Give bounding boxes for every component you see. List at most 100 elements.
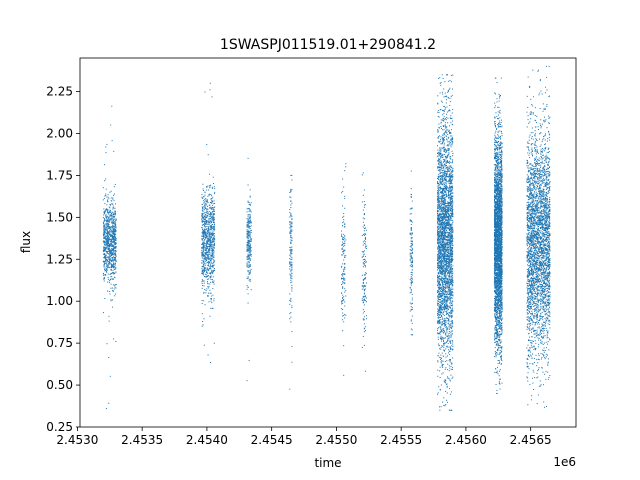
data-point — [444, 298, 446, 300]
data-point — [444, 131, 446, 133]
data-point — [448, 231, 450, 233]
data-point — [447, 256, 449, 258]
data-point — [114, 259, 116, 261]
data-point — [450, 241, 452, 243]
data-point — [448, 263, 450, 265]
data-point — [342, 254, 344, 256]
data-point — [106, 233, 108, 235]
data-point — [437, 299, 439, 301]
data-point — [107, 228, 109, 230]
data-point — [204, 91, 206, 93]
data-point — [450, 348, 452, 350]
data-point — [442, 251, 444, 253]
data-point — [437, 361, 439, 363]
data-point — [202, 292, 204, 294]
data-point — [212, 266, 214, 268]
data-point — [451, 230, 453, 232]
data-point — [409, 258, 411, 260]
data-point — [441, 218, 443, 220]
data-point — [107, 227, 109, 229]
data-point — [363, 206, 365, 208]
data-point — [447, 236, 449, 238]
data-point — [105, 146, 107, 148]
data-point — [441, 288, 443, 290]
data-point — [246, 247, 248, 249]
data-point — [446, 300, 448, 302]
data-point — [249, 253, 251, 255]
data-point — [437, 321, 439, 323]
data-point — [449, 312, 451, 314]
data-point — [291, 223, 293, 225]
data-point — [441, 284, 443, 286]
data-point — [109, 211, 111, 213]
data-point — [446, 138, 448, 140]
data-point — [248, 257, 250, 259]
data-point — [246, 245, 248, 247]
data-point — [246, 256, 248, 258]
data-point — [109, 215, 111, 217]
data-point — [109, 234, 111, 236]
data-point — [211, 255, 213, 257]
data-point — [103, 266, 105, 268]
data-point — [447, 209, 449, 211]
data-point — [103, 212, 105, 214]
data-point — [111, 248, 113, 250]
data-point — [204, 209, 206, 211]
data-point — [110, 241, 112, 243]
data-point — [445, 318, 447, 320]
data-point — [439, 77, 441, 79]
data-point — [446, 154, 448, 156]
data-point — [343, 315, 345, 317]
data-point — [445, 307, 447, 309]
data-point — [410, 238, 412, 240]
data-point — [342, 274, 344, 276]
data-point — [446, 310, 448, 312]
data-point — [447, 134, 449, 136]
data-point — [214, 244, 216, 246]
data-point — [115, 259, 117, 261]
data-point — [110, 214, 112, 216]
data-point — [113, 226, 115, 228]
data-point — [250, 289, 252, 291]
data-point — [442, 366, 444, 368]
data-point — [291, 305, 293, 307]
data-point — [213, 298, 215, 300]
data-point — [212, 255, 214, 257]
data-point — [441, 189, 443, 191]
data-point — [409, 310, 411, 312]
data-point — [107, 261, 109, 263]
data-point — [444, 151, 446, 153]
data-point — [207, 272, 209, 274]
data-point — [109, 227, 111, 229]
data-point — [452, 226, 454, 228]
data-point — [248, 255, 250, 257]
data-point — [438, 127, 440, 129]
data-point — [443, 246, 445, 248]
data-point — [104, 226, 106, 228]
data-point — [205, 220, 207, 222]
data-point — [451, 280, 453, 282]
data-point — [341, 235, 343, 237]
data-point — [439, 308, 441, 310]
data-point — [213, 255, 215, 257]
data-point — [103, 235, 105, 237]
data-point — [102, 240, 104, 242]
data-point — [204, 256, 206, 258]
data-point — [208, 213, 210, 215]
data-point — [447, 377, 449, 379]
data-point — [440, 242, 442, 244]
data-point — [105, 238, 107, 240]
data-point — [343, 278, 345, 280]
data-point — [201, 229, 203, 231]
data-point — [247, 302, 249, 304]
data-point — [438, 386, 440, 388]
data-point — [441, 191, 443, 193]
data-point — [107, 243, 109, 245]
data-point — [108, 402, 110, 404]
data-point — [114, 246, 116, 248]
data-point — [437, 355, 439, 357]
data-point — [439, 169, 441, 171]
data-point — [446, 256, 448, 258]
data-point — [344, 198, 346, 200]
data-point — [449, 290, 451, 292]
